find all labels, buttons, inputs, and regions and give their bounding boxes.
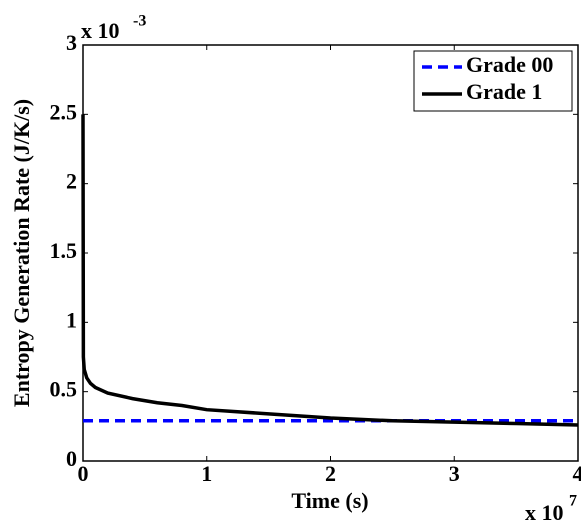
legend-box [413,50,573,112]
x-multiplier-exponent: 7 [569,493,577,510]
y-tick-label: 0.5 [50,377,78,402]
y-tick-label: 1.5 [50,238,78,263]
y-tick-label: 1 [66,307,77,332]
x-axis-label: Time (s) [291,488,368,513]
series-line [81,114,579,427]
y-tick-label: 2 [66,169,77,194]
y-tick-label: 2.5 [50,99,78,124]
x-tick-label: 0 [78,461,89,486]
legend-label: Grade 00 [466,52,553,77]
y-tick-label: 3 [66,30,77,55]
legend-label: Grade 1 [466,79,542,104]
y-tick-label: 0 [66,446,77,471]
y-multiplier: x 10 [81,18,120,43]
x-tick-label: 2 [325,461,336,486]
y-axis-label: Entropy Generation Rate (J/K/s) [9,99,34,407]
x-tick-label: 3 [449,461,460,486]
x-tick-label: 4 [573,461,581,486]
y-multiplier-exponent: -3 [133,13,146,30]
x-tick-label: 1 [201,461,212,486]
plot-area [82,44,579,462]
x-multiplier: x 10 [525,500,564,525]
